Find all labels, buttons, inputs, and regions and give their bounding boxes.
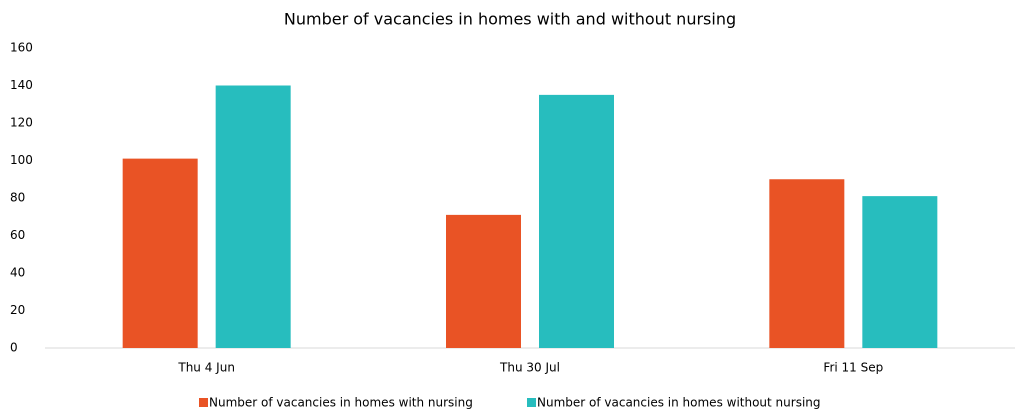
legend-label: Number of vacancies in homes without nur… [537, 396, 821, 410]
bar [539, 94, 614, 348]
bar [446, 214, 521, 348]
y-tick-label: 60 [10, 228, 25, 242]
bar [215, 85, 291, 348]
y-tick-label: 40 [10, 266, 25, 280]
y-tick-label: 140 [10, 78, 33, 92]
bar [769, 179, 845, 348]
y-tick-label: 120 [10, 116, 33, 130]
bar [122, 158, 198, 348]
chart-title: Number of vacancies in homes with and wi… [284, 10, 736, 29]
legend-swatch [527, 398, 536, 407]
legend-label: Number of vacancies in homes with nursin… [209, 396, 473, 410]
x-tick-label: Thu 30 Jul [499, 361, 560, 375]
legend-swatch [199, 398, 208, 407]
x-tick-label: Fri 11 Sep [823, 361, 883, 375]
y-tick-label: 80 [10, 191, 25, 205]
bar [862, 196, 938, 348]
y-tick-label: 20 [10, 303, 25, 317]
x-tick-label: Thu 4 Jun [177, 361, 235, 375]
y-tick-label: 160 [10, 41, 33, 55]
y-tick-label: 100 [10, 153, 33, 167]
y-tick-label: 0 [10, 341, 18, 355]
